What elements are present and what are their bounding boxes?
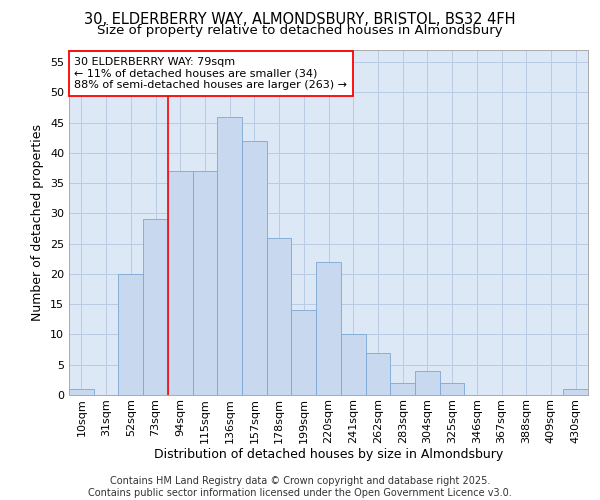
Text: 30, ELDERBERRY WAY, ALMONDSBURY, BRISTOL, BS32 4FH: 30, ELDERBERRY WAY, ALMONDSBURY, BRISTOL…	[84, 12, 516, 28]
Bar	[341, 334, 365, 395]
Bar	[118, 274, 143, 395]
Text: 30 ELDERBERRY WAY: 79sqm
← 11% of detached houses are smaller (34)
88% of semi-d: 30 ELDERBERRY WAY: 79sqm ← 11% of detach…	[74, 57, 347, 90]
Bar	[563, 389, 588, 395]
Bar	[292, 310, 316, 395]
Bar	[217, 116, 242, 395]
Y-axis label: Number of detached properties: Number of detached properties	[31, 124, 44, 321]
Bar	[390, 383, 415, 395]
Bar	[168, 171, 193, 395]
Bar	[365, 352, 390, 395]
Bar	[440, 383, 464, 395]
Text: Size of property relative to detached houses in Almondsbury: Size of property relative to detached ho…	[97, 24, 503, 37]
Bar	[143, 220, 168, 395]
Bar	[415, 371, 440, 395]
Text: Contains HM Land Registry data © Crown copyright and database right 2025.
Contai: Contains HM Land Registry data © Crown c…	[88, 476, 512, 498]
Bar	[242, 141, 267, 395]
Bar	[267, 238, 292, 395]
X-axis label: Distribution of detached houses by size in Almondsbury: Distribution of detached houses by size …	[154, 448, 503, 462]
Bar	[316, 262, 341, 395]
Bar	[193, 171, 217, 395]
Bar	[69, 389, 94, 395]
